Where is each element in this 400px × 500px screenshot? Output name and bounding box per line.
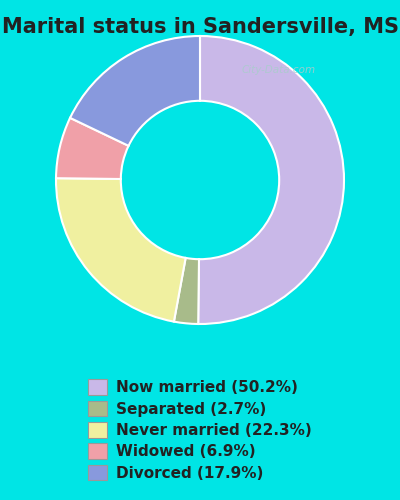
- Wedge shape: [174, 258, 199, 324]
- Wedge shape: [70, 36, 200, 146]
- Wedge shape: [56, 178, 186, 322]
- Wedge shape: [56, 118, 128, 179]
- Text: Marital status in Sandersville, MS: Marital status in Sandersville, MS: [2, 18, 398, 38]
- Legend: Now married (50.2%), Separated (2.7%), Never married (22.3%), Widowed (6.9%), Di: Now married (50.2%), Separated (2.7%), N…: [88, 380, 312, 480]
- Wedge shape: [198, 36, 344, 324]
- Text: City-Data.com: City-Data.com: [241, 65, 315, 75]
